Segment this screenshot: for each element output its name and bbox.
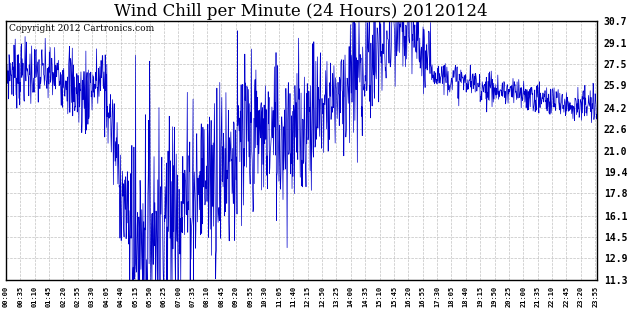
Text: Copyright 2012 Cartronics.com: Copyright 2012 Cartronics.com <box>9 24 154 33</box>
Title: Wind Chill per Minute (24 Hours) 20120124: Wind Chill per Minute (24 Hours) 2012012… <box>115 3 488 20</box>
